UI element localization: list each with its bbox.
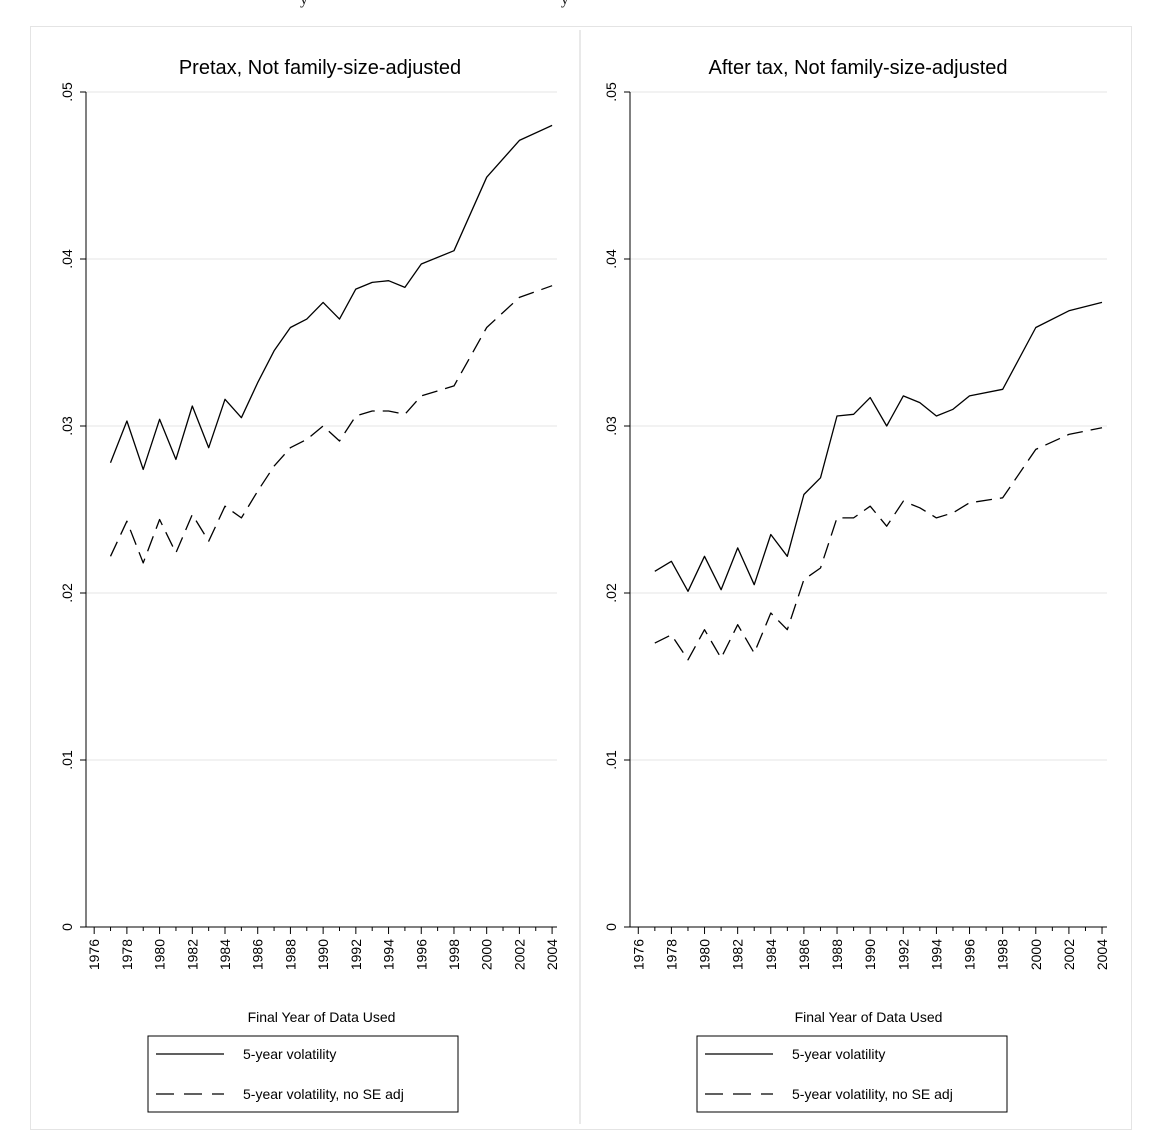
legend-label: 5-year volatility [243,1046,336,1062]
y-tick-label: .05 [59,82,75,102]
x-tick-label: 1976 [86,939,102,970]
x-axis-title: Final Year of Data Used [248,1009,396,1025]
legend-box [147,1035,459,1113]
x-tick-label: 1998 [446,939,462,970]
y-tick-label: .02 [59,583,75,603]
legend-label: 5-year volatility, no SE adj [243,1086,404,1102]
x-tick-label: 1992 [348,939,364,970]
y-tick-label: .05 [603,82,619,102]
x-tick-label: 1996 [962,939,978,970]
y-tick-label: 0 [603,923,619,931]
chart-title: After tax, Not family-size-adjusted [709,57,1008,79]
series-line-volatility [654,301,1103,592]
legend-label: 5-year volatility, no SE adj [792,1086,953,1102]
x-tick-label: 1978 [663,939,679,970]
y-tick-label: .04 [59,249,75,269]
x-tick-label: 1984 [763,939,779,970]
x-tick-label: 1980 [152,939,168,970]
series-line-volatility-no-se-adj [109,285,553,564]
x-tick-label: 2000 [479,939,495,970]
chart-title: Pretax, Not family-size-adjusted [179,57,461,79]
cropped-caption-text: y · · · · · · · · · · · · · · · · · · · … [300,0,569,9]
x-tick-label: 1988 [829,939,845,970]
x-tick-label: 1982 [730,939,746,970]
x-tick-label: 2002 [1061,939,1077,970]
cropped-caption-strip: y · · · · · · · · · · · · · · · · · · · … [0,0,1149,10]
chart-panel-1: Pretax, Not family-size-adjusted 0 .01 .02.… [59,57,560,1113]
y-tick-label: 0 [59,923,75,931]
x-tick-label: 1978 [119,939,135,970]
x-tick-label: 1980 [697,939,713,970]
x-tick-label: 1990 [315,939,331,970]
x-tick-label: 1996 [413,939,429,970]
x-tick-label: 1994 [928,939,944,970]
x-tick-label: 1982 [184,939,200,970]
x-tick-label: 1992 [895,939,911,970]
y-tick-label: .01 [603,750,619,770]
y-tick-label: .01 [59,750,75,770]
x-tick-label: 1984 [217,939,233,970]
x-tick-label: 1988 [282,939,298,970]
x-tick-label: 1986 [796,939,812,970]
legend-box [696,1035,1008,1113]
y-tick-label: .02 [603,583,619,603]
chart-panel-2: After tax, Not family-size-adjusted 0 .01.… [603,57,1110,1113]
x-tick-label: 1986 [250,939,266,970]
series-line-volatility-no-se-adj [654,427,1103,661]
panel-divider [579,30,581,1124]
x-axis-title: Final Year of Data Used [795,1009,943,1025]
y-tick-label: .04 [603,249,619,269]
x-tick-label: 1998 [995,939,1011,970]
x-tick-label: 2004 [1094,939,1110,970]
legend-label: 5-year volatility [792,1046,885,1062]
x-tick-label: 2004 [544,939,560,970]
y-tick-label: .03 [603,416,619,436]
x-tick-label: 2000 [1028,939,1044,970]
series-line-volatility [109,124,553,471]
x-tick-label: 1994 [381,939,397,970]
y-tick-label: .03 [59,416,75,436]
x-tick-label: 2002 [511,939,527,970]
x-tick-label: 1990 [862,939,878,970]
x-tick-label: 1976 [630,939,646,970]
